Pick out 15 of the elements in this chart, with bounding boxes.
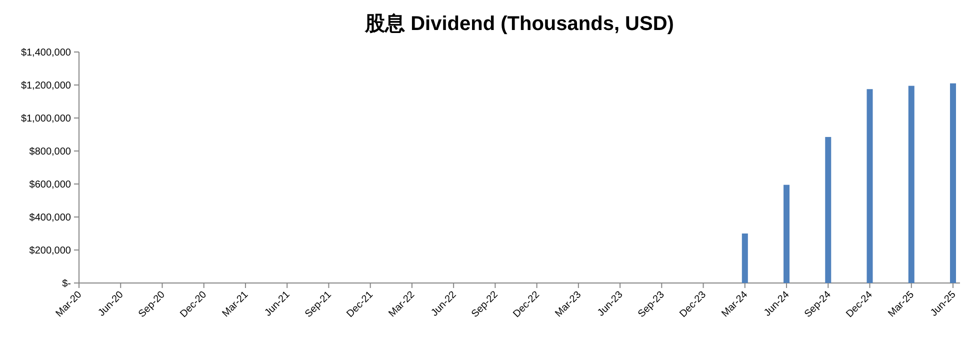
y-tick-label: $1,200,000 xyxy=(20,80,72,92)
chart-title: 股息 Dividend (Thousands, USD) xyxy=(364,13,674,35)
bar xyxy=(866,89,873,283)
bar xyxy=(950,83,956,283)
bar xyxy=(742,234,748,283)
y-tick-label: $800,000 xyxy=(29,146,72,158)
bar xyxy=(825,136,832,283)
bar xyxy=(784,184,790,283)
y-tick-label: $1,400,000 xyxy=(20,48,72,58)
y-tick-label: $400,000 xyxy=(29,212,72,224)
y-tick-label: $200,000 xyxy=(29,246,72,256)
y-tick-label: $600,000 xyxy=(29,180,72,190)
bar xyxy=(908,86,914,283)
y-tick-label: $1,000,000 xyxy=(20,114,72,124)
y-tick-label: $- xyxy=(62,278,71,290)
